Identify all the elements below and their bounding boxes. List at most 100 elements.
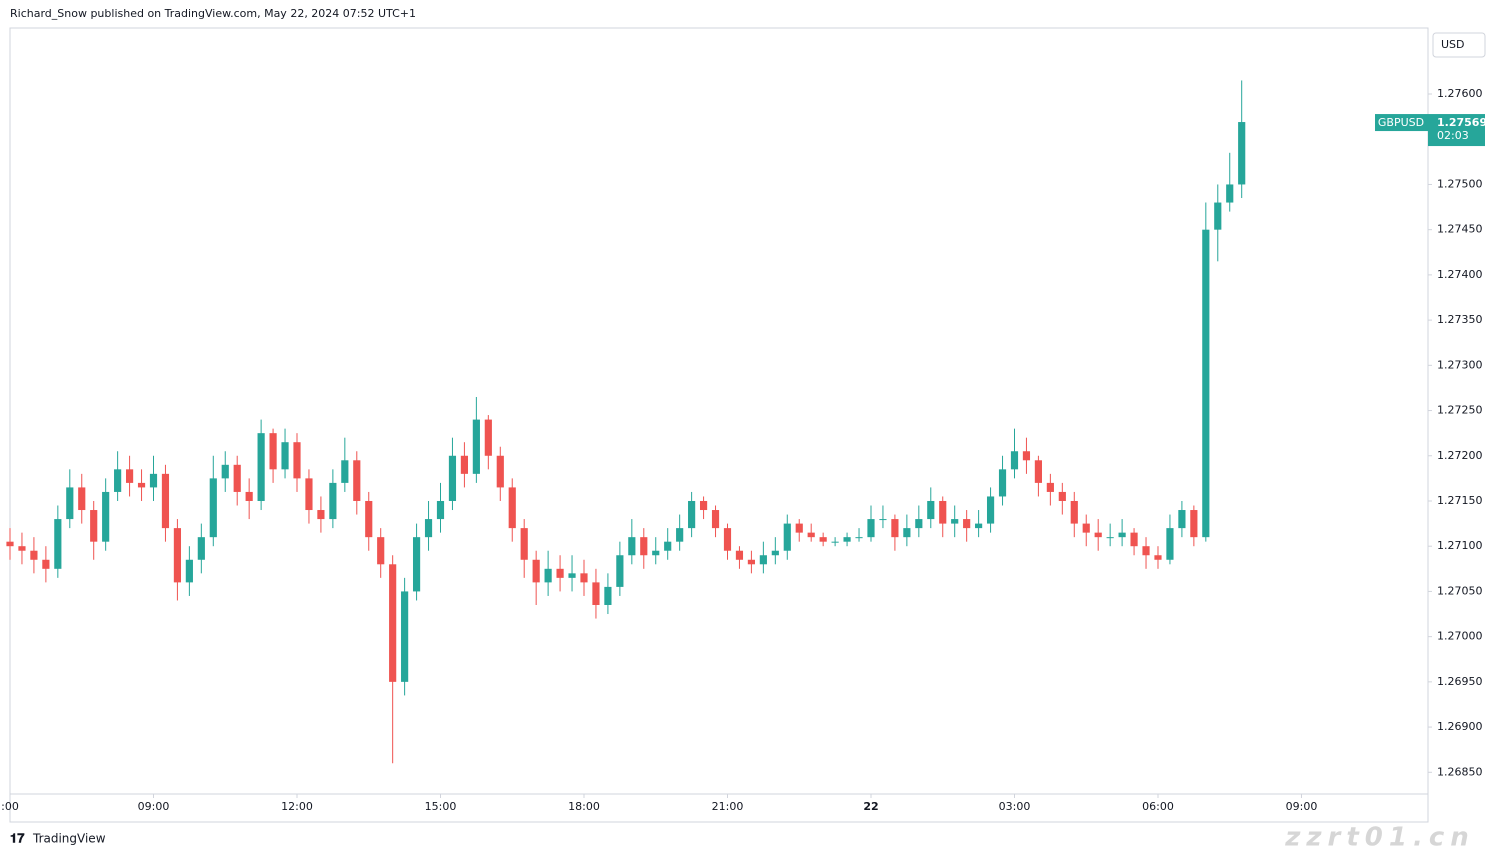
candle-body [436,500,445,520]
candle-body [951,519,959,524]
candle-body [233,464,241,492]
last-price: 1.27569 [1437,116,1487,129]
candle-body [544,568,552,583]
header: Richard_Snow published on TradingView.co… [10,7,416,20]
brand: TradingView [32,832,106,846]
candle-body [209,478,217,538]
logo: 𝟏𝟕 [10,832,25,847]
candle-body [783,523,791,551]
x-tick-label: 12:00 [281,800,313,813]
candle-body [460,455,468,474]
candle-body [185,559,193,583]
y-tick-label: 1.27000 [1437,630,1483,643]
candle-body [54,519,62,569]
candle-body [353,460,361,501]
candle-body [125,469,134,483]
symbol-label: GBPUSD [1378,116,1424,129]
candle-body [1106,537,1114,539]
candle-body [676,528,684,542]
candle-body [1142,546,1150,556]
currency-button[interactable] [1432,32,1486,58]
candle-body [401,591,409,682]
candle-body [1226,184,1234,203]
candle-body [699,500,708,511]
candle-body [269,433,277,470]
x-tick-label: 03:00 [999,800,1031,813]
candle-body [795,523,803,533]
candle-body [42,559,50,569]
candle-body [257,433,265,501]
y-tick-label: 1.27250 [1437,404,1483,417]
candle-body [831,541,839,543]
candle-body [1094,532,1102,538]
y-tick-label: 1.27600 [1437,87,1483,100]
y-tick-label: 1.26950 [1437,675,1483,688]
candle-body [628,537,636,556]
x-tick-label: 22 [863,800,878,813]
candle-body [293,442,301,479]
candle-body [1130,532,1138,547]
candle-body [532,559,540,583]
candle-body [652,550,660,556]
candle-body [1058,491,1066,501]
candle-body [1034,460,1042,483]
y-tick-label: 1.27100 [1437,539,1483,552]
candle-body [365,500,373,538]
candle-body [18,546,26,551]
y-tick-label: 1.27050 [1437,584,1483,597]
candle-body [484,419,492,456]
candle-body [664,541,672,551]
candle-body [771,550,779,556]
candle-body [855,537,863,539]
candle-body [1118,532,1126,538]
candle-body [867,519,875,538]
frame [9,27,1429,823]
candle-body [149,473,158,488]
candle-body [759,555,767,565]
candle-body [30,550,38,560]
y-tick-label: 1.27450 [1437,223,1483,236]
candle-body [66,487,74,520]
candle-body [1214,202,1222,230]
candle-body [377,537,385,565]
candle-body [245,491,253,501]
candle-body [927,500,935,520]
watermark: zzrt01.cn [1284,823,1475,853]
candle-body [305,478,313,511]
candle-body [1070,500,1078,524]
candle-body [723,528,732,551]
currency[interactable]: USD [1441,38,1465,51]
candle-body [986,496,995,524]
candle-body [807,532,815,538]
candle-body [1238,122,1246,185]
candle-body [173,528,182,583]
x-tick-label: 06:00 [1142,800,1174,813]
candle-body [341,460,349,483]
candle-body [843,537,851,542]
candle-body [998,469,1007,497]
candle-body [556,568,564,578]
candle-body [161,473,170,529]
y-tick-label: 1.27150 [1437,494,1483,507]
candle-body [819,537,827,542]
x-tick-label: 09:00 [1286,800,1318,813]
candle-body [747,559,755,565]
candle-body [281,442,289,470]
candle-body [963,519,971,529]
candle-body [1022,451,1031,461]
candle-body [424,519,433,538]
candle-body [508,487,516,529]
x-tick-label: 21:00 [712,800,744,813]
y-tick-label: 1.26900 [1437,720,1483,733]
candle-body [78,487,86,511]
candle-body [1190,510,1198,538]
candle-body [221,464,229,479]
candle-body [329,482,337,520]
x-tick-label: 15:00 [425,800,457,813]
symbol-tag [1375,114,1428,132]
candle-body [6,541,14,547]
y-tick-label: 1.27500 [1437,177,1483,190]
candle-body [688,500,696,529]
candle-body [616,555,624,587]
